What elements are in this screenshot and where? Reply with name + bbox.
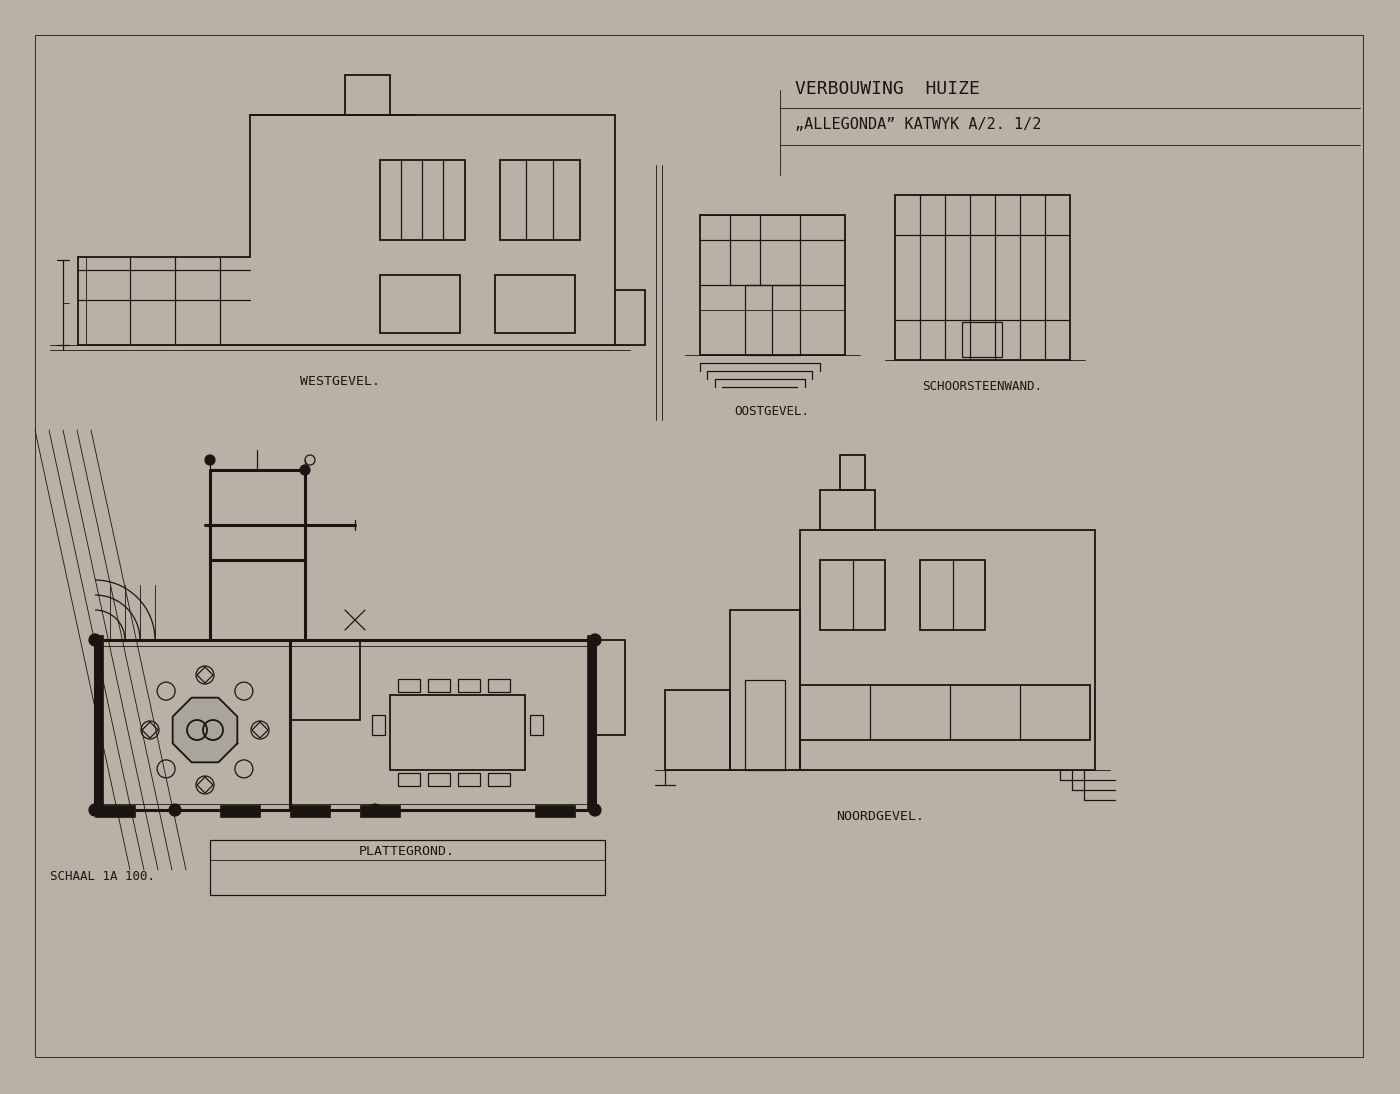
Bar	[379, 275, 461, 333]
Circle shape	[370, 804, 381, 816]
Bar	[95, 635, 104, 810]
Bar	[458, 773, 480, 785]
Bar	[489, 773, 510, 785]
Circle shape	[90, 635, 101, 645]
Bar	[820, 490, 875, 529]
Bar	[372, 715, 385, 735]
Text: „ALLEGONDA” KATWYK A/2. 1/2: „ALLEGONDA” KATWYK A/2. 1/2	[795, 117, 1042, 132]
Bar	[290, 805, 330, 817]
Bar	[500, 160, 580, 240]
Text: WESTGEVEL.: WESTGEVEL.	[300, 375, 379, 388]
Bar	[962, 322, 1002, 357]
Bar	[496, 275, 575, 333]
Text: OOSTGEVEL.: OOSTGEVEL.	[735, 405, 809, 418]
Bar	[210, 840, 605, 895]
Bar	[220, 805, 260, 817]
Bar	[700, 216, 846, 354]
Circle shape	[204, 455, 216, 465]
Bar	[458, 679, 480, 693]
Circle shape	[589, 804, 601, 816]
Circle shape	[589, 635, 601, 645]
Bar	[379, 160, 465, 240]
Text: SCHAAL 1A 100.: SCHAAL 1A 100.	[50, 870, 155, 883]
Bar	[398, 773, 420, 785]
Bar	[840, 455, 865, 490]
Text: PLATTEGROND.: PLATTEGROND.	[358, 845, 455, 858]
Bar	[95, 805, 134, 817]
Bar	[745, 286, 799, 354]
Bar	[391, 695, 525, 770]
Bar	[531, 715, 543, 735]
Bar	[799, 685, 1091, 740]
Circle shape	[90, 804, 101, 816]
Bar	[895, 195, 1070, 360]
Bar	[595, 640, 624, 735]
Bar	[428, 773, 449, 785]
Bar	[729, 610, 799, 770]
Bar	[587, 635, 595, 810]
Bar	[820, 560, 885, 630]
Text: NOORDGEVEL.: NOORDGEVEL.	[836, 810, 924, 823]
Text: SCHOORSTEENWAND.: SCHOORSTEENWAND.	[923, 380, 1042, 393]
Bar	[920, 560, 986, 630]
Bar	[489, 679, 510, 693]
Bar	[360, 805, 400, 817]
Bar	[398, 679, 420, 693]
Text: VERBOUWING  HUIZE: VERBOUWING HUIZE	[795, 80, 980, 98]
Bar	[745, 680, 785, 770]
Polygon shape	[172, 698, 238, 763]
Circle shape	[300, 465, 309, 475]
Bar	[535, 805, 575, 817]
Circle shape	[169, 804, 181, 816]
Bar	[799, 529, 1095, 770]
Bar	[665, 690, 729, 770]
Bar	[428, 679, 449, 693]
